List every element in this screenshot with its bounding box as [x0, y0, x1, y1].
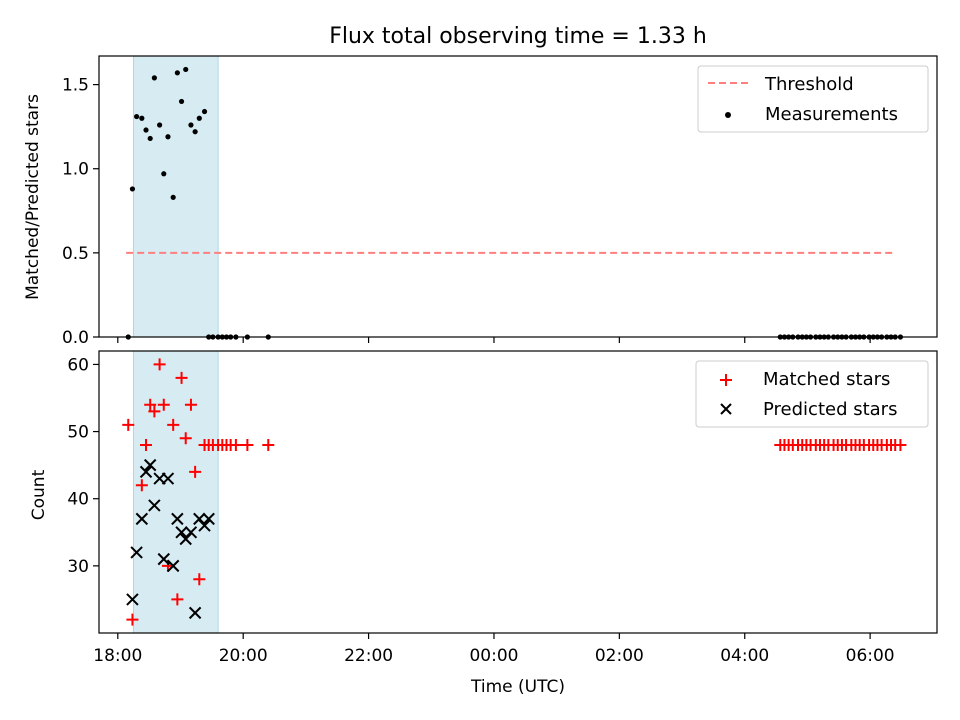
- measurement-point: [134, 113, 140, 120]
- top-legend: Threshold Measurements: [697, 65, 929, 133]
- measurement-point: [147, 135, 153, 142]
- legend-predicted-swatch: [720, 403, 732, 415]
- x-tick-label: 20:00: [219, 646, 268, 666]
- matched-star-point: [184, 398, 197, 411]
- predicted-star-point: [198, 519, 211, 532]
- bottom-legend: Matched stars Predicted stars: [695, 360, 929, 428]
- predicted-star-point: [193, 512, 206, 526]
- measurement-point: [174, 70, 180, 76]
- top-y-tick-label: 1.5: [62, 76, 89, 96]
- x-tick-label: 06:00: [846, 646, 895, 666]
- predicted-star-point: [175, 526, 188, 539]
- bottom-y-tick-label: 30: [67, 557, 89, 577]
- matched-star-point: [126, 613, 139, 626]
- bottom-y-tick-label: 40: [67, 490, 89, 510]
- top-plot-frame: [98, 55, 938, 338]
- measurement-point: [183, 66, 189, 73]
- matched-star-point: [153, 358, 166, 371]
- observing-window-span: [132, 350, 219, 634]
- legend-measurements-swatch: [725, 112, 731, 118]
- measurement-point: [188, 122, 194, 128]
- predicted-star-point: [139, 465, 153, 479]
- measurement-point: [178, 98, 185, 105]
- x-axis-label: Time (UTC): [470, 677, 565, 697]
- bottom-y-axis-label: Count: [29, 469, 49, 520]
- x-tick-label: 00:00: [469, 646, 518, 666]
- top-panel: 0.0 0.5 1.0 1.5 Matched/Predicted stars Thr…: [23, 55, 938, 348]
- predicted-star-point: [143, 458, 157, 472]
- chart-title: Flux total observing time = 1.33 h: [329, 24, 707, 49]
- legend-matched-label: Matched stars: [763, 369, 890, 390]
- legend-measurements-label: Measurements: [765, 104, 898, 125]
- matched-star-point: [122, 418, 135, 431]
- predicted-star-point: [130, 546, 143, 559]
- predicted-star-point: [161, 472, 175, 485]
- top-y-axis-label: Matched/Predicted stars: [23, 94, 43, 300]
- predicted-star-point: [188, 606, 202, 620]
- measurement-point: [165, 134, 171, 140]
- measurement-point: [151, 75, 157, 81]
- matched-star-point: [144, 398, 157, 411]
- x-tick-label: 02:00: [595, 646, 644, 666]
- legend-predicted-label: Predicted stars: [763, 399, 897, 420]
- matched-star-point: [894, 439, 907, 451]
- bottom-panel: 30 40 50 60 18:00 20:00 22:00 00:00 02:00 04:00 0…: [29, 350, 938, 697]
- matched-star-point: [179, 432, 192, 445]
- matched-star-point: [157, 398, 170, 411]
- matched-star-point: [140, 439, 153, 451]
- matched-star-point: [241, 439, 254, 451]
- measurement-point: [201, 108, 208, 115]
- matched-star-point: [175, 371, 188, 384]
- predicted-star-point: [148, 499, 161, 512]
- matched-star-point: [167, 418, 180, 431]
- predicted-star-point: [166, 559, 180, 573]
- predicted-star-point: [184, 526, 198, 539]
- matched-star-point: [135, 479, 148, 492]
- predicted-star-point: [135, 512, 149, 526]
- bottom-y-tick-label: 60: [67, 355, 89, 375]
- x-tick-label: 04:00: [720, 646, 769, 666]
- top-y-tick-label: 1.0: [62, 160, 89, 180]
- matched-star-point: [148, 405, 161, 418]
- top-y-tick-label: 0.5: [62, 244, 89, 264]
- measurement-point: [157, 122, 163, 128]
- matched-star-point: [193, 573, 206, 586]
- bottom-legend-box: [695, 360, 929, 428]
- legend-threshold-label: Threshold: [764, 74, 854, 95]
- top-y-tick-label: 0.0: [62, 328, 89, 348]
- observing-window-span: [132, 55, 219, 338]
- predicted-star-point: [179, 532, 192, 546]
- bottom-y-tick-label: 50: [67, 423, 89, 443]
- legend-matched-swatch: [720, 374, 732, 386]
- predicted-star-point: [157, 552, 170, 566]
- x-tick-label: 18:00: [93, 646, 142, 666]
- measurement-point: [192, 129, 198, 135]
- measurement-point: [139, 115, 145, 121]
- top-legend-box: [697, 65, 929, 133]
- measurement-point: [161, 171, 167, 177]
- measurement-point: [196, 115, 202, 121]
- bottom-plot-frame: [98, 350, 938, 634]
- measurement-point: [143, 127, 149, 133]
- predicted-star-point: [171, 512, 184, 526]
- measurement-point: [129, 186, 136, 192]
- predicted-star-point: [202, 512, 215, 526]
- measurement-point: [170, 194, 176, 200]
- predicted-star-point: [126, 593, 139, 606]
- matched-star-point: [229, 439, 242, 451]
- matched-star-point: [262, 439, 275, 451]
- x-tick-label: 22:00: [344, 646, 393, 666]
- matched-star-point: [171, 593, 184, 606]
- matched-star-point: [189, 465, 202, 478]
